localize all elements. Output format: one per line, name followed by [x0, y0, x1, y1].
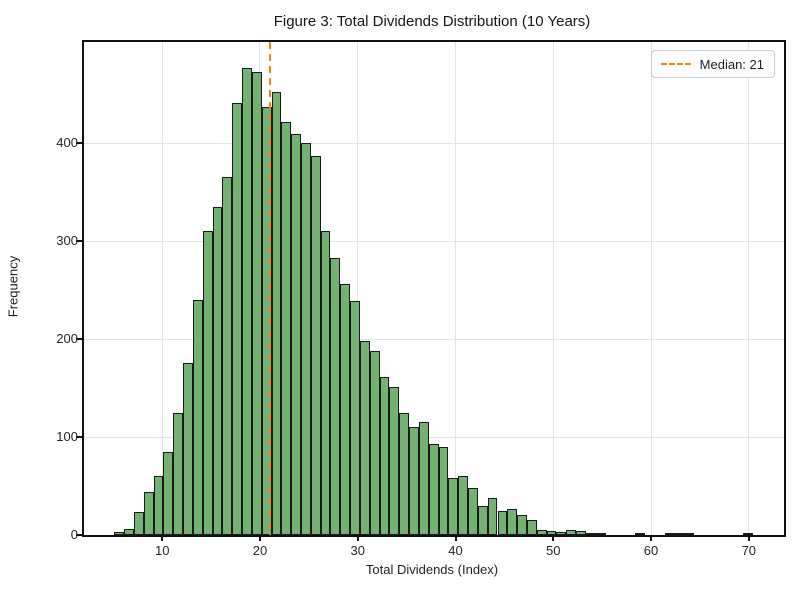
y-tick-label: 100: [56, 428, 78, 444]
y-tick-label: 200: [56, 330, 78, 346]
x-tick-label: 70: [741, 543, 757, 558]
x-gridline: [552, 42, 554, 535]
histogram-bar: [133, 512, 144, 535]
x-axis-label: Total Dividends (Index): [365, 562, 499, 577]
histogram-bar: [232, 102, 243, 535]
histogram-bar: [124, 529, 134, 535]
median-dash-icon: [660, 63, 691, 65]
histogram-bar: [114, 532, 125, 535]
histogram-bar: [595, 533, 606, 535]
histogram-bar: [153, 476, 164, 535]
histogram-bar: [389, 387, 400, 535]
histogram-bar: [566, 530, 577, 535]
y-tick-label: 0: [70, 527, 78, 542]
histogram-bar: [428, 443, 439, 535]
y-gridline: [84, 436, 784, 438]
y-tick-mark: [76, 141, 82, 144]
x-tick-mark: [650, 535, 653, 541]
y-gridline: [84, 142, 784, 144]
x-tick-mark: [552, 535, 555, 541]
histogram-bar: [379, 377, 390, 535]
histogram-bar: [202, 231, 213, 535]
histogram-bar: [546, 531, 557, 535]
y-gridline: [84, 338, 784, 340]
x-tick-mark: [161, 535, 164, 541]
histogram-bar: [271, 92, 282, 535]
histogram-bar: [251, 72, 262, 535]
histogram-bar: [369, 350, 380, 535]
histogram-bar: [418, 422, 429, 535]
y-tick-mark: [76, 337, 82, 340]
y-axis-label: Frequency: [5, 255, 21, 318]
histogram-bar: [536, 530, 547, 535]
x-tick-label: 30: [350, 543, 365, 558]
histogram-bar: [448, 478, 459, 535]
histogram-bar: [743, 533, 753, 535]
histogram-bar: [438, 446, 449, 535]
histogram-bar: [507, 508, 518, 535]
y-tick-mark: [76, 435, 82, 438]
histogram-bar: [359, 340, 370, 535]
histogram-bar: [310, 155, 321, 535]
x-gridline: [748, 42, 750, 535]
histogram-bar: [350, 300, 360, 535]
x-tick-mark: [747, 535, 750, 541]
histogram-bar: [212, 206, 223, 535]
histogram-bar: [487, 497, 498, 535]
histogram-bar: [242, 68, 252, 535]
histogram-bar: [163, 451, 174, 535]
y-tick-label: 300: [56, 232, 78, 248]
histogram-bar: [458, 476, 469, 535]
histogram-bar: [526, 520, 537, 535]
x-gridline: [357, 42, 359, 535]
histogram-bar: [477, 505, 488, 535]
histogram-bar: [320, 231, 331, 535]
histogram-bar: [399, 412, 410, 535]
chart-title: Figure 3: Total Dividends Distribution (…: [273, 13, 591, 30]
x-gridline: [650, 42, 652, 535]
histogram-bar: [674, 533, 685, 535]
histogram-bar: [300, 142, 311, 535]
histogram-bar: [576, 531, 586, 535]
median-line: [268, 42, 271, 535]
y-tick-mark: [76, 534, 82, 536]
x-tick-mark: [258, 535, 261, 541]
histogram-bar: [173, 413, 184, 535]
legend: Median: 21: [650, 50, 775, 78]
histogram-bar: [585, 533, 596, 535]
histogram-bar: [497, 510, 508, 535]
plot-area: Median: 21: [82, 40, 786, 537]
x-tick-label: 40: [448, 543, 463, 558]
histogram-bar: [664, 533, 675, 535]
x-tick-label: 20: [252, 543, 268, 558]
histogram-bar: [291, 134, 301, 535]
histogram-bar: [183, 363, 193, 535]
histogram-bar: [635, 533, 645, 535]
x-tick-mark: [356, 535, 359, 541]
x-gridline: [455, 42, 456, 535]
y-tick-mark: [76, 239, 82, 242]
histogram-bar: [556, 532, 567, 535]
legend-label: Median: 21: [699, 56, 764, 72]
histogram-bar: [192, 299, 203, 535]
y-tick-label: 400: [56, 134, 78, 150]
histogram-bar: [517, 515, 527, 535]
histogram-bar: [409, 427, 419, 535]
histogram-bar: [143, 491, 154, 535]
histogram-bar: [281, 122, 292, 535]
x-tick-label: 10: [154, 543, 170, 558]
histogram-bar: [330, 257, 341, 535]
histogram-bar: [222, 177, 233, 535]
histogram-bar: [340, 284, 351, 535]
x-tick-label: 60: [643, 543, 659, 558]
histogram-bar: [684, 533, 694, 535]
x-tick-mark: [454, 535, 457, 541]
histogram-bar: [261, 106, 272, 535]
y-gridline: [84, 240, 784, 242]
histogram-bar: [468, 487, 478, 535]
x-gridline: [161, 42, 163, 535]
x-tick-label: 50: [546, 543, 561, 558]
